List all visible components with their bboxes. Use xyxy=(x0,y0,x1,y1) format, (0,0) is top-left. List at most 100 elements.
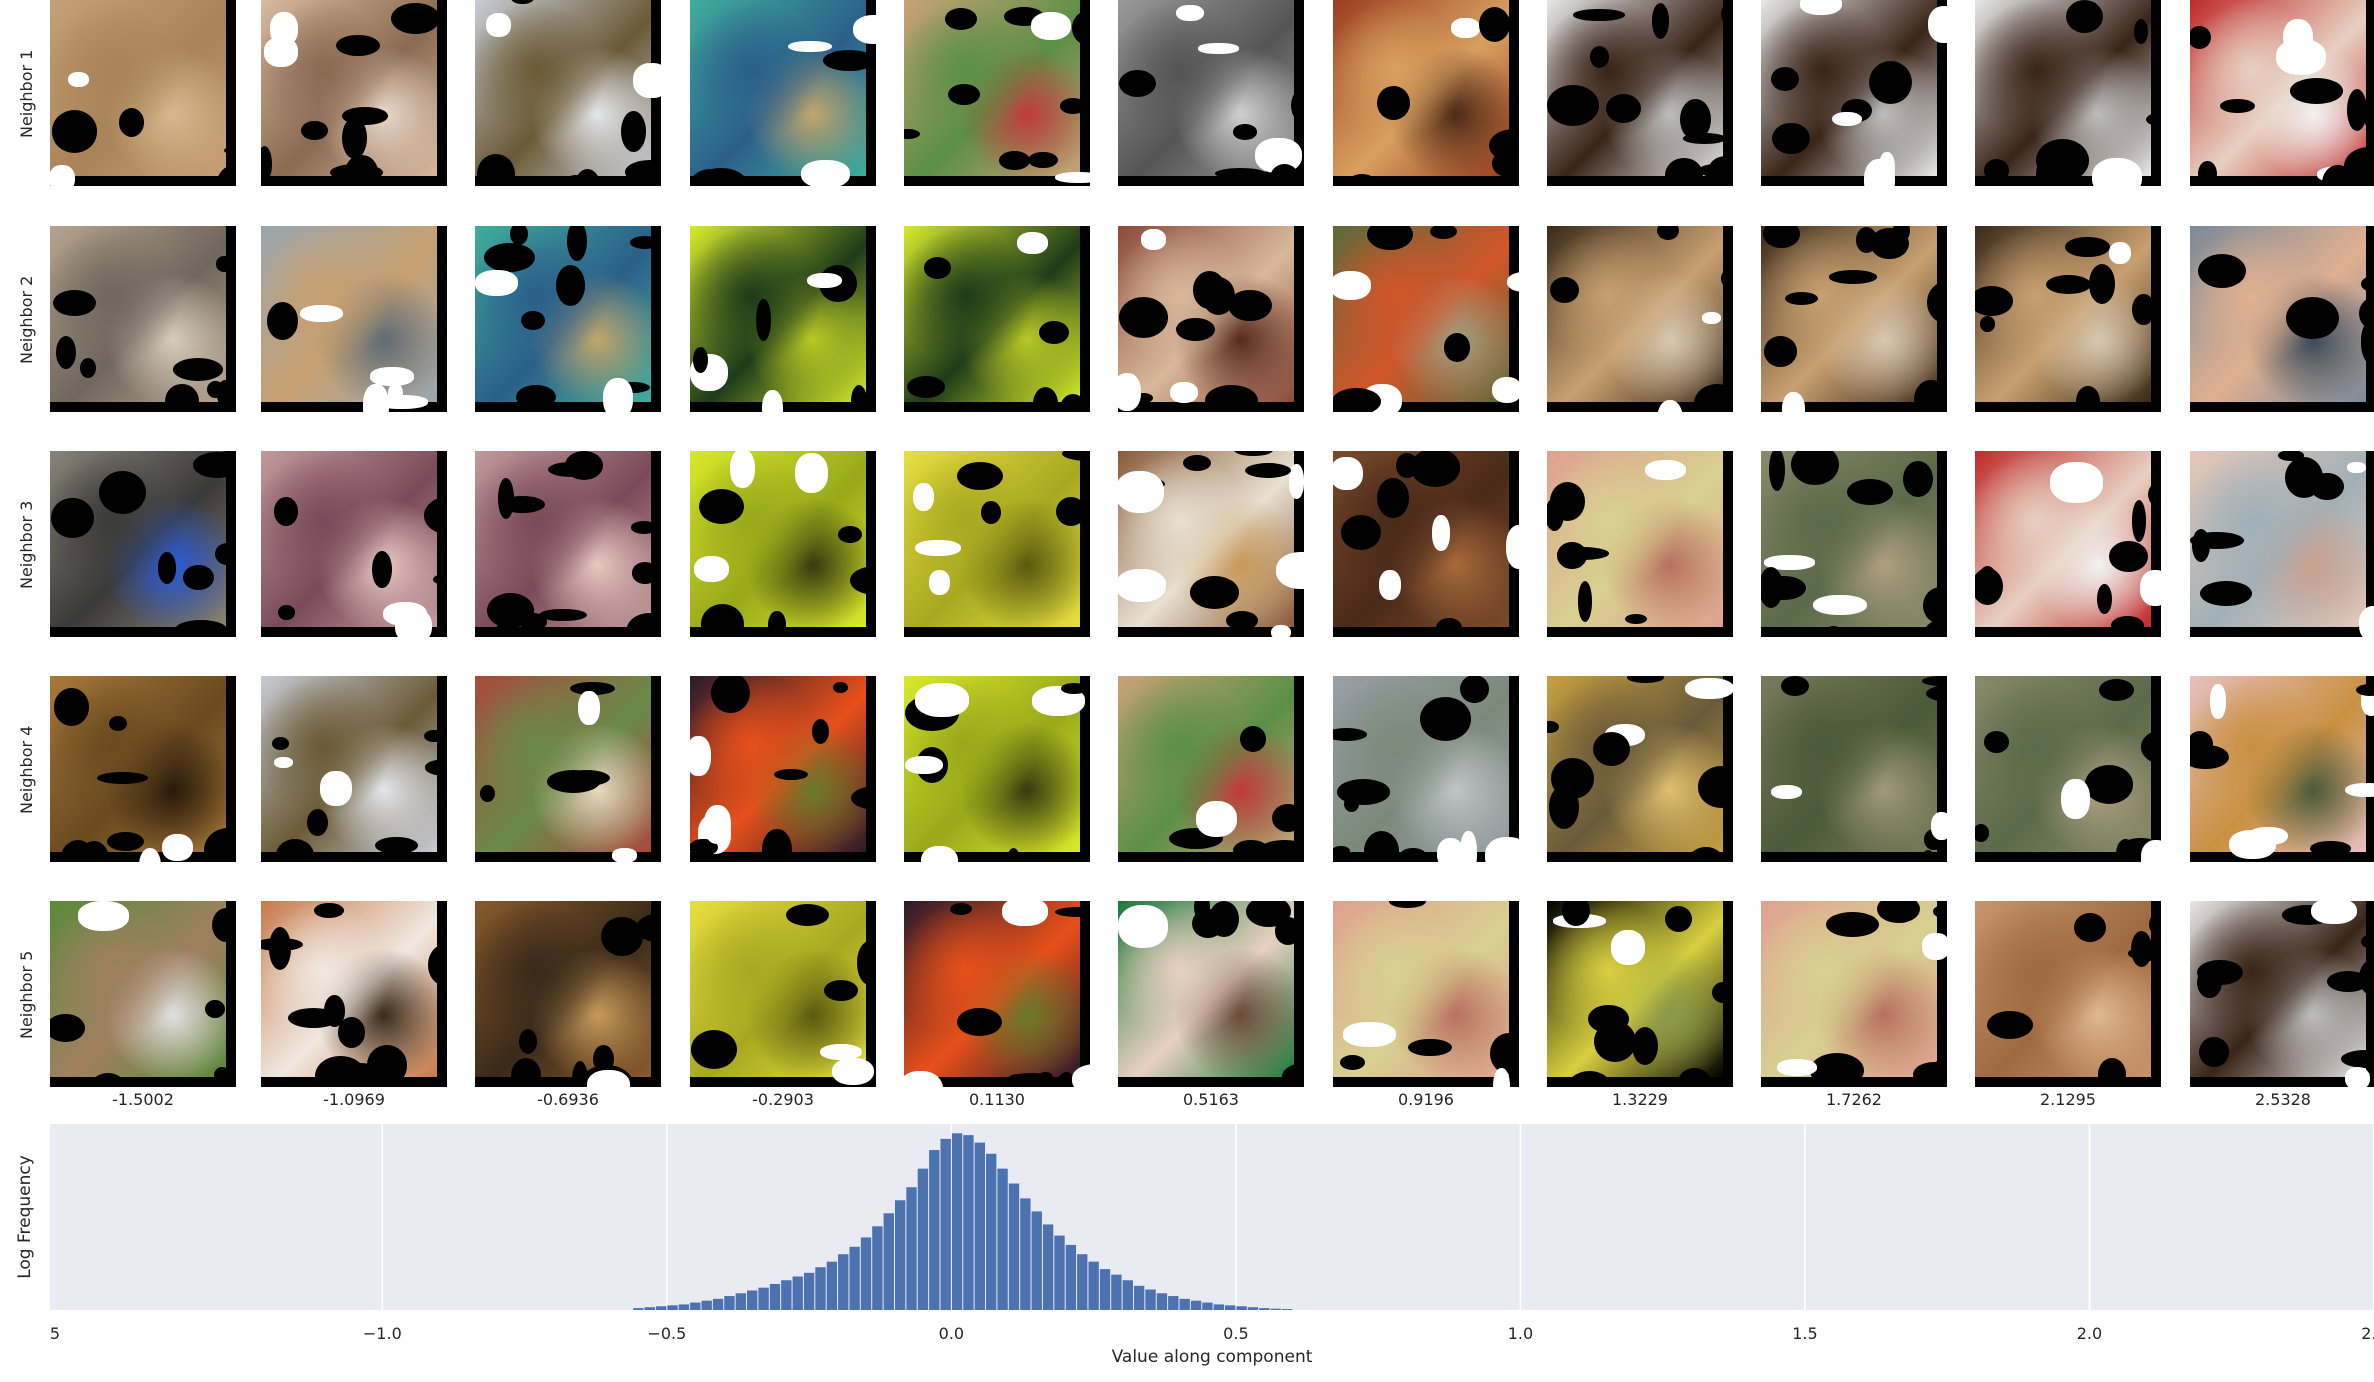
mask-hole xyxy=(53,290,97,317)
mask-hole xyxy=(1923,1058,1947,1087)
mask-hole xyxy=(486,593,534,629)
mask-hole xyxy=(928,570,951,596)
mask-hole xyxy=(857,941,876,985)
row-label: Neighbor 2 xyxy=(17,275,36,364)
mask-hole xyxy=(1919,850,1938,862)
mask-hole xyxy=(480,785,495,803)
mask-hole xyxy=(272,737,289,750)
histogram-bar xyxy=(644,1307,655,1310)
mask-hole xyxy=(1680,99,1711,140)
mask-hole xyxy=(1879,151,1895,184)
mask-hole xyxy=(1657,226,1680,240)
mask-hole xyxy=(1376,86,1411,121)
x-axis-label: Value along component xyxy=(1112,1347,1313,1367)
neighbor-image xyxy=(261,226,447,412)
mask-hole xyxy=(370,367,415,386)
mask-hole xyxy=(1687,847,1726,862)
histogram-bar xyxy=(997,1168,1008,1310)
mask-hole xyxy=(1764,555,1815,570)
y-axis-label: Log Frequency xyxy=(15,1155,35,1279)
mask-hole xyxy=(1270,163,1299,186)
mask-hole xyxy=(904,756,943,775)
mask-hole xyxy=(1632,1027,1659,1065)
mask-hole xyxy=(109,716,127,732)
mask-hole xyxy=(1339,1054,1366,1071)
mask-hole xyxy=(1697,766,1733,808)
mask-hole xyxy=(270,12,299,46)
mask-hole xyxy=(306,809,328,836)
neighbor-image xyxy=(1333,676,1519,862)
mask-hole xyxy=(276,838,315,862)
histogram-bar xyxy=(1202,1302,1213,1310)
neighbor-image xyxy=(1118,226,1304,412)
mask-hole xyxy=(1769,451,1786,492)
neighbor-image xyxy=(1333,0,1519,186)
mask-hole xyxy=(99,471,147,515)
mask-hole xyxy=(2346,462,2366,473)
mask-hole xyxy=(999,151,1030,170)
mask-hole xyxy=(569,681,615,696)
mask-hole xyxy=(1914,379,1947,412)
column-value-label: 1.7262 xyxy=(1826,1090,1882,1109)
neighbor-image xyxy=(690,451,876,637)
x-tick-label: 2.5 xyxy=(2361,1324,2374,1343)
mask-hole xyxy=(632,63,661,98)
mask-hole xyxy=(1039,321,1070,345)
histogram-bar xyxy=(1190,1300,1202,1310)
mask-hole xyxy=(831,1057,875,1086)
histogram-bar xyxy=(1008,1183,1020,1310)
mask-hole xyxy=(1175,5,1204,22)
neighbor-image xyxy=(1118,451,1304,637)
mask-hole xyxy=(548,462,595,477)
mask-hole xyxy=(433,573,447,586)
histogram-bar xyxy=(1213,1304,1225,1310)
column-value-label: 0.9196 xyxy=(1398,1090,1454,1109)
mask-hole xyxy=(1271,624,1292,637)
histogram-bar xyxy=(826,1261,838,1310)
mask-hole xyxy=(1983,731,2009,754)
histogram-bar xyxy=(1031,1211,1042,1310)
mask-hole xyxy=(1059,394,1087,412)
mask-hole xyxy=(1573,9,1625,21)
histogram-bar xyxy=(724,1296,735,1310)
mask-hole xyxy=(1605,93,1642,123)
mask-hole xyxy=(1240,726,1267,752)
mask-hole xyxy=(907,376,946,399)
mask-hole xyxy=(1407,1038,1452,1057)
mask-hole xyxy=(1054,171,1090,183)
neighbor-image xyxy=(1333,451,1519,637)
histogram-bar xyxy=(1088,1261,1099,1310)
x-tick-label: −1.0 xyxy=(363,1324,402,1343)
mask-hole xyxy=(2209,683,2226,720)
mask-hole xyxy=(1378,569,1401,600)
neighbor-image xyxy=(1761,226,1947,412)
neighbor-image xyxy=(690,676,876,862)
mask-hole xyxy=(521,311,545,331)
mask-hole xyxy=(1975,286,2013,316)
mask-hole xyxy=(1272,803,1304,832)
mask-hole xyxy=(510,0,534,4)
mask-hole xyxy=(949,902,973,915)
mask-hole xyxy=(1665,906,1693,933)
x-tick-label: 0.0 xyxy=(939,1324,964,1343)
mask-hole xyxy=(852,391,876,412)
mask-hole xyxy=(2130,930,2153,967)
mask-hole xyxy=(1183,455,1211,472)
mask-hole xyxy=(1055,496,1086,527)
mask-hole xyxy=(693,556,729,583)
mask-hole xyxy=(50,165,76,186)
neighbor-image xyxy=(1118,901,1304,1087)
histogram-bar xyxy=(1065,1244,1077,1310)
image-patch xyxy=(50,901,226,1077)
mask-hole xyxy=(2109,241,2132,265)
histogram-bar xyxy=(1236,1306,1247,1310)
mask-hole xyxy=(1490,1033,1519,1074)
mask-hole xyxy=(1258,839,1304,862)
mask-hole xyxy=(1589,46,1610,69)
plot-background xyxy=(50,1124,2374,1310)
mask-hole xyxy=(1175,317,1215,342)
mask-hole xyxy=(1624,614,1647,625)
neighbor-image xyxy=(50,0,236,186)
histogram-bar xyxy=(929,1150,940,1310)
mask-hole xyxy=(1877,901,1921,924)
